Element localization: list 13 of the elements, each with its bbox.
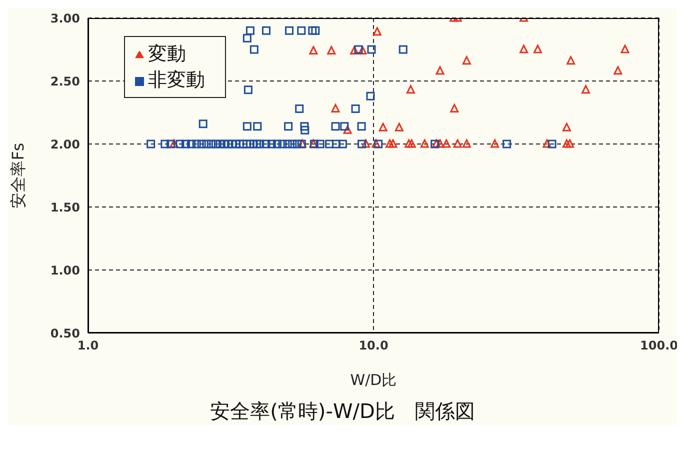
y-tick-label: 2.00 <box>50 137 80 152</box>
y-tick-label: 1.50 <box>50 200 80 214</box>
x-tick-label: 10.0 <box>358 338 388 353</box>
x-axis-title: W/D比 <box>350 371 397 389</box>
y-tick-label: 2.50 <box>50 74 80 88</box>
y-axis-title: 安全率Fs <box>8 142 28 208</box>
y-tick-label: 1.00 <box>50 263 80 278</box>
text: 安全率(常時)-W/D比 関係図 <box>209 398 476 425</box>
y-tick-label: 3.00 <box>50 11 80 26</box>
legend-label: 変動 <box>148 43 186 65</box>
y-tick-label: 0.50 <box>50 326 80 340</box>
x-tick-label: 1.0 <box>77 338 99 353</box>
legend-label: 非変動 <box>148 69 205 91</box>
